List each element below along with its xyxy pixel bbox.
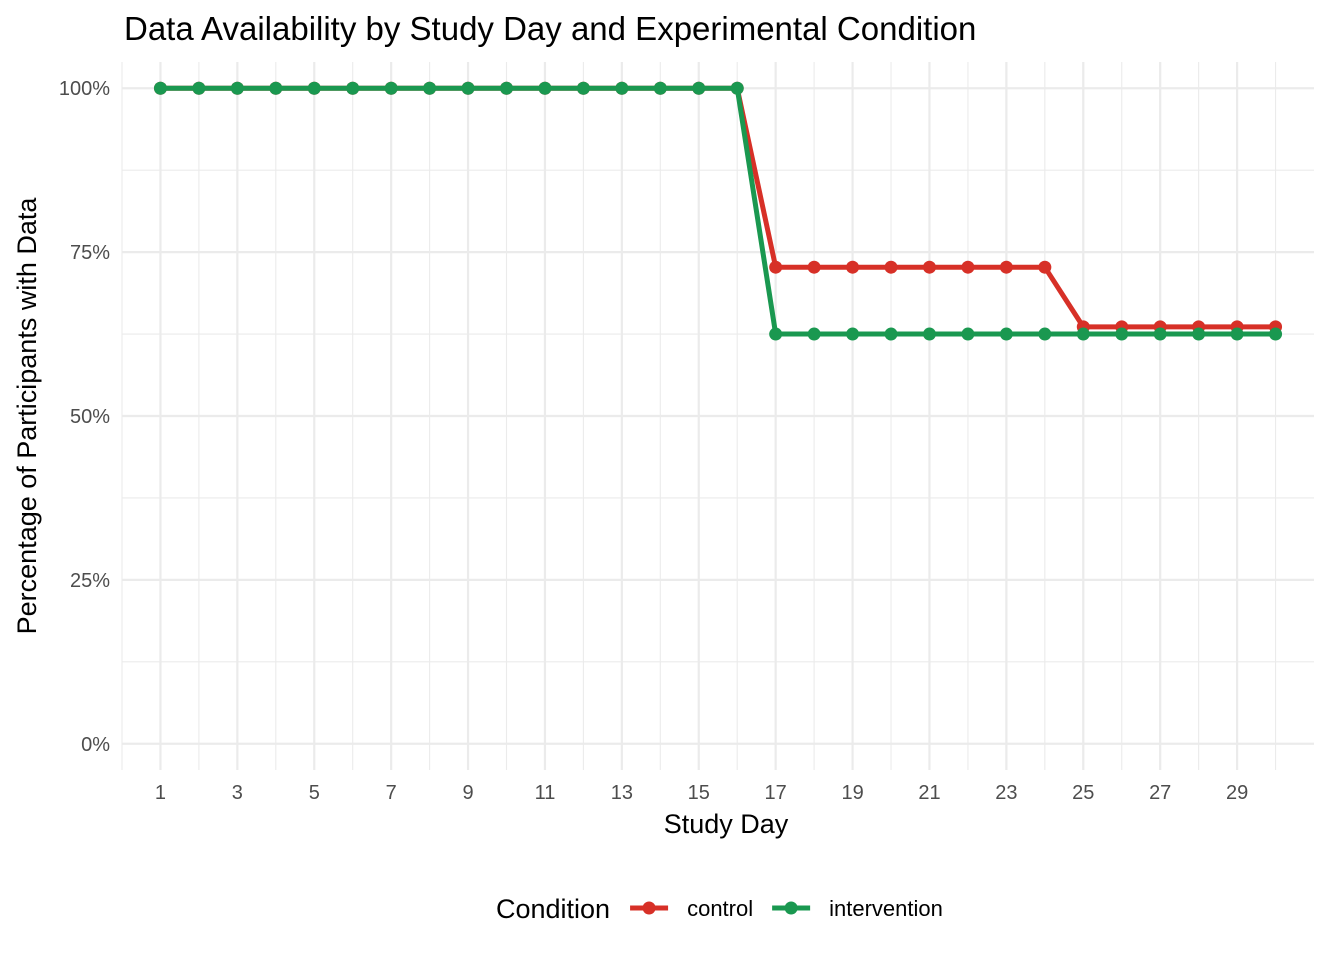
legend-key-point <box>784 901 798 915</box>
data-point-intervention <box>461 81 475 95</box>
data-point-intervention <box>1192 327 1206 341</box>
x-tick-label: 7 <box>386 782 397 804</box>
data-point-intervention <box>153 81 167 95</box>
tick-labels: 1 3 5 7 9 11 13 15 17 19 21 23 25 27 290%25%50%75%100% <box>59 78 1248 804</box>
data-point-intervention <box>653 81 667 95</box>
x-tick-label: 27 <box>1149 782 1171 804</box>
x-tick-label: 21 <box>918 782 940 804</box>
data-point-intervention <box>999 327 1013 341</box>
data-point-intervention <box>307 81 321 95</box>
data-point-intervention <box>692 81 706 95</box>
y-tick-label: 25% <box>70 570 110 592</box>
data-point-intervention <box>1269 327 1283 341</box>
legend-key-point <box>642 901 656 915</box>
series-line-control <box>157 85 1279 330</box>
x-tick-label: 13 <box>611 782 633 804</box>
series-line-intervention <box>157 85 1279 337</box>
y-tick-label: 50% <box>70 406 110 428</box>
y-tick-label: 0% <box>81 734 110 756</box>
x-tick-label: 19 <box>841 782 863 804</box>
x-tick-label: 5 <box>309 782 320 804</box>
x-tick-label: 1 <box>155 782 166 804</box>
x-tick-label: 3 <box>232 782 243 804</box>
x-tick-label: 29 <box>1226 782 1248 804</box>
legend-item-control: control <box>630 896 753 921</box>
data-point-intervention <box>1230 327 1244 341</box>
data-point-intervention <box>807 327 821 341</box>
data-point-intervention <box>192 81 206 95</box>
x-tick-label: 11 <box>535 782 556 804</box>
chart-title: Data Availability by Study Day and Exper… <box>124 10 976 47</box>
series-layer <box>153 81 1283 341</box>
data-point-control <box>884 260 898 274</box>
legend-item-intervention: intervention <box>772 896 943 921</box>
y-axis-title: Percentage of Participants with Data <box>12 197 42 635</box>
x-tick-label: 25 <box>1072 782 1094 804</box>
data-point-intervention <box>615 81 629 95</box>
data-point-intervention <box>1038 327 1052 341</box>
legend-label: intervention <box>829 896 943 921</box>
data-point-control <box>769 260 783 274</box>
data-point-intervention <box>961 327 975 341</box>
grid <box>121 62 1314 770</box>
x-tick-label: 17 <box>765 782 787 804</box>
legend: Condition control intervention <box>496 894 943 924</box>
data-point-intervention <box>500 81 514 95</box>
data-point-intervention <box>384 81 398 95</box>
data-point-control <box>999 260 1013 274</box>
x-tick-label: 9 <box>463 782 474 804</box>
data-point-intervention <box>538 81 552 95</box>
legend-title: Condition <box>496 894 610 924</box>
x-tick-label: 23 <box>995 782 1017 804</box>
data-point-control <box>846 260 860 274</box>
y-tick-label: 75% <box>70 242 110 264</box>
y-tick-label: 100% <box>59 78 110 100</box>
data-point-intervention <box>1153 327 1167 341</box>
legend-label: control <box>687 896 753 921</box>
data-point-intervention <box>423 81 437 95</box>
x-axis-title: Study Day <box>664 809 789 839</box>
data-point-intervention <box>346 81 360 95</box>
data-point-intervention <box>1076 327 1090 341</box>
data-point-intervention <box>1115 327 1129 341</box>
series-control <box>153 81 1283 334</box>
data-point-intervention <box>922 327 936 341</box>
data-point-control <box>961 260 975 274</box>
data-point-intervention <box>884 327 898 341</box>
data-point-intervention <box>769 327 783 341</box>
data-point-control <box>1038 260 1052 274</box>
x-tick-label: 15 <box>688 782 710 804</box>
data-point-intervention <box>730 81 744 95</box>
data-point-control <box>807 260 821 274</box>
data-point-control <box>922 260 936 274</box>
data-point-intervention <box>846 327 860 341</box>
data-point-intervention <box>576 81 590 95</box>
data-point-intervention <box>230 81 244 95</box>
series-intervention <box>153 81 1283 341</box>
data-point-intervention <box>269 81 283 95</box>
